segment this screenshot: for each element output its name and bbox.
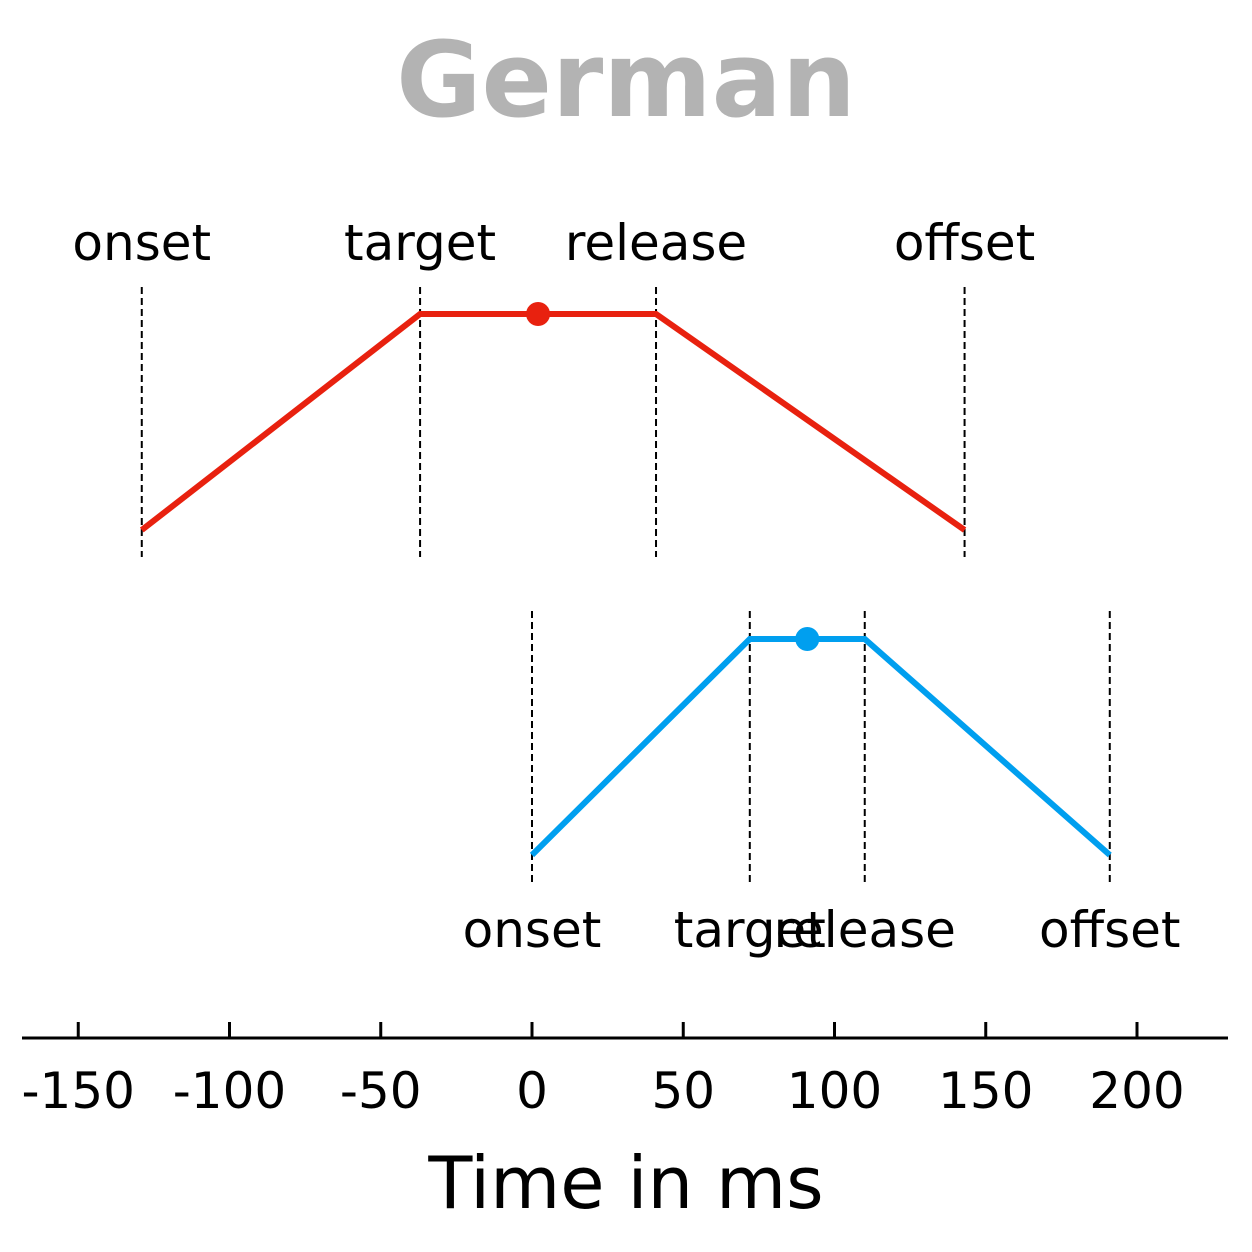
x-tick-label: 50 (651, 1062, 715, 1120)
series-1-offset-label: offset (894, 214, 1035, 272)
x-tick-label: -100 (173, 1062, 286, 1120)
series-2-onset-label: onset (463, 901, 602, 959)
x-tick-label: -50 (340, 1062, 422, 1120)
series-1-release-label: release (565, 214, 747, 272)
x-tick-label: 200 (1089, 1062, 1184, 1120)
series-1-gesture-line (139, 311, 967, 533)
x-tick-label: 100 (787, 1062, 882, 1120)
series-1-target-label: target (344, 214, 496, 272)
series-1-midpoint-dot (526, 302, 551, 326)
chart-title: German (396, 19, 856, 141)
series-2-target-label: target (674, 901, 826, 959)
x-axis-label: Time in ms (427, 1141, 823, 1225)
x-tick-label: 0 (516, 1062, 548, 1120)
series-2-gesture-line (529, 636, 1112, 858)
series-1: onset target release offset (72, 214, 1035, 557)
x-tick-label: -150 (22, 1062, 135, 1120)
series-2-offset-label: offset (1039, 901, 1180, 959)
series-2-release-label: release (774, 901, 956, 959)
series-1-onset-label: onset (72, 214, 211, 272)
series-2-midpoint-dot (795, 627, 820, 651)
x-axis: -150 -100 -50 0 50 100 150 200 (22, 1022, 1228, 1120)
x-tick-label: 150 (938, 1062, 1033, 1120)
